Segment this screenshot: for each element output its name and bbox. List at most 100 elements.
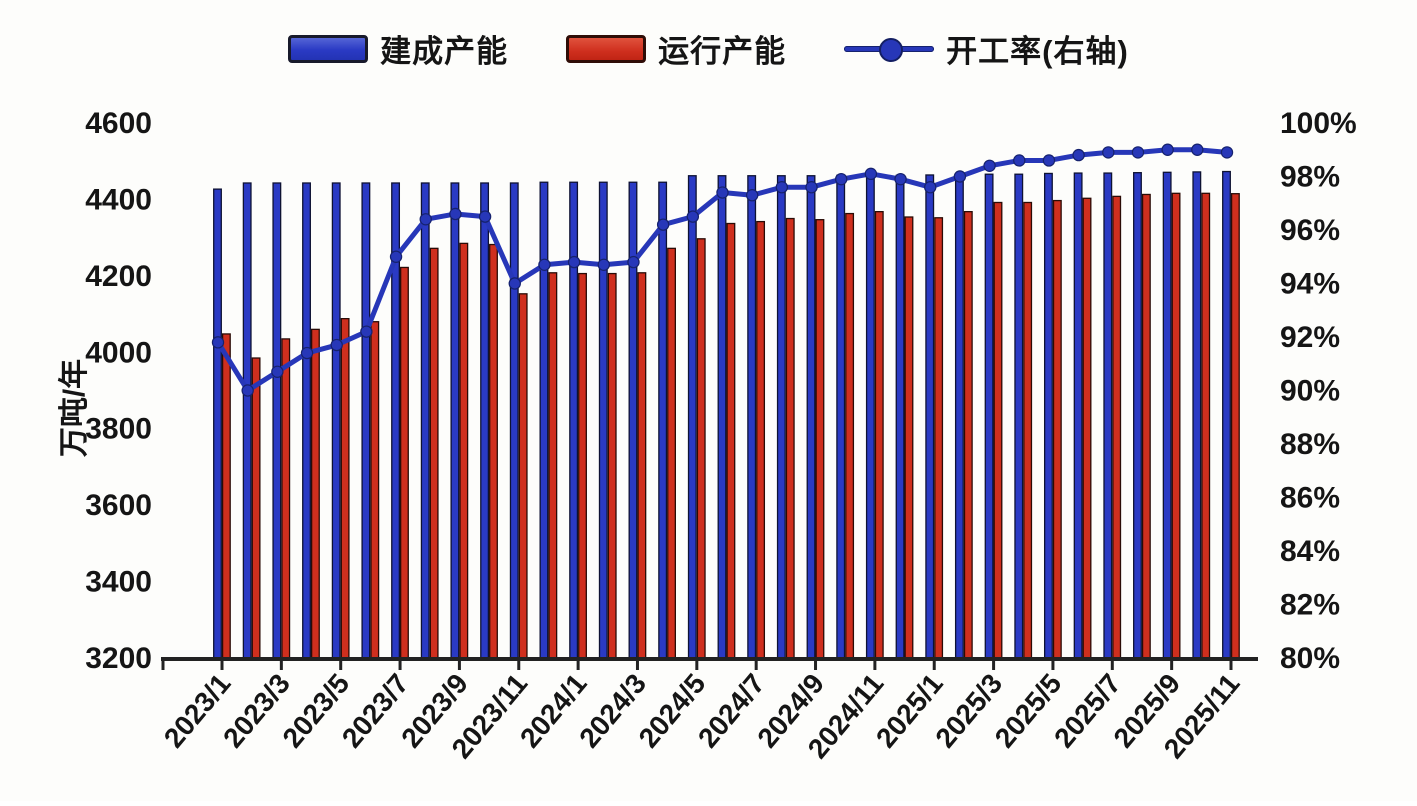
built-capacity-swatch-icon (288, 34, 369, 63)
bar-built-2025/8 (1133, 172, 1142, 659)
bar-operating-2024/7 (756, 220, 766, 659)
bar-operating-2024/1 (578, 272, 587, 659)
bar-operating-2024/5 (696, 238, 706, 659)
bar-built-2025/1 (925, 174, 935, 659)
bar-built-2025/2 (954, 174, 964, 659)
bar-operating-2025/2 (963, 211, 973, 659)
bar-built-2024/6 (717, 175, 727, 659)
bar-operating-2023/9 (459, 242, 469, 659)
operating-rate-point-2023/2 (241, 384, 254, 397)
operating-rate-point-2023/7 (389, 250, 403, 263)
bar-operating-2023/3 (281, 338, 291, 659)
bar-operating-2023/11 (518, 293, 528, 659)
y-axis-right-tick-label: 94% (1280, 268, 1340, 301)
bar-operating-2023/5 (340, 318, 350, 659)
bar-operating-2024/2 (607, 272, 617, 659)
bar-operating-2025/7 (1112, 195, 1122, 659)
operating-rate-point-2024/1 (567, 255, 581, 269)
bar-operating-2023/10 (489, 243, 498, 659)
operating-rate-point-2025/8 (1131, 146, 1145, 159)
bar-operating-2025/11 (1230, 193, 1240, 659)
bar-built-2024/7 (747, 175, 757, 659)
operating-rate-point-2025/1 (924, 180, 937, 194)
bar-built-2023/2 (242, 182, 252, 659)
bar-built-2024/3 (628, 181, 638, 659)
legend-label-operating: 运行产能 (658, 34, 787, 69)
y-axis-left-tick-label: 4000 (85, 336, 152, 369)
bar-operating-2025/4 (1023, 201, 1033, 659)
y-axis-right-tick-label: 86% (1280, 482, 1340, 515)
bar-operating-2024/3 (637, 272, 647, 659)
bar-built-2023/5 (331, 182, 341, 659)
bar-operating-2024/11 (874, 211, 884, 659)
operating-rate-point-2023/8 (419, 213, 432, 226)
bar-built-2024/2 (598, 181, 608, 659)
legend-label-rate: 开工率(右轴) (946, 34, 1129, 69)
operating-rate-point-2023/6 (360, 325, 373, 338)
bar-operating-2023/1 (221, 333, 231, 659)
bar-built-2025/3 (984, 173, 994, 659)
bar-built-2025/11 (1222, 170, 1231, 659)
operating-rate-point-2025/10 (1191, 143, 1204, 156)
bar-operating-2025/8 (1141, 193, 1151, 659)
operating-rate-point-2025/3 (983, 159, 996, 172)
operating-rate-point-2025/5 (1042, 154, 1056, 167)
y-axis-left-tick-label: 3400 (85, 566, 152, 599)
y-axis-right-tick-label: 88% (1280, 428, 1340, 461)
bar-operating-2025/9 (1171, 192, 1181, 659)
operating-rate-point-2025/11 (1220, 146, 1234, 159)
bar-built-2024/9 (806, 175, 816, 659)
legend-label-built: 建成产能 (380, 34, 509, 69)
y-axis-left-title: 万吨/年 (58, 359, 91, 457)
y-axis-left-tick-label: 4600 (85, 107, 152, 140)
operating-rate-point-2023/3 (271, 365, 284, 378)
y-axis-left-tick-label: 4400 (85, 183, 152, 216)
bar-operating-2024/12 (904, 216, 914, 659)
y-axis-right-tick-label: 82% (1280, 589, 1340, 622)
operating-rate-point-2024/2 (597, 258, 610, 271)
operating-capacity-swatch-icon (566, 34, 647, 63)
operating-rate-point-2025/7 (1102, 146, 1115, 159)
bar-operating-2025/3 (993, 201, 1003, 659)
y-axis-left-tick-label: 3600 (85, 489, 152, 522)
bar-operating-2024/6 (726, 222, 736, 659)
operating-rate-point-2024/7 (745, 189, 759, 202)
operating-rate-point-2024/9 (805, 180, 818, 194)
bar-built-2025/9 (1162, 171, 1172, 659)
y-axis-right-tick-label: 96% (1280, 214, 1340, 247)
bar-operating-2024/9 (815, 219, 825, 659)
bar-operating-2025/5 (1052, 199, 1062, 659)
operating-rate-point-2023/4 (300, 346, 314, 360)
y-axis-right-tick-label: 90% (1280, 375, 1340, 408)
y-axis-left-tick-label: 3800 (85, 413, 152, 446)
operating-rate-point-2023/12 (538, 258, 551, 271)
bar-built-2024/1 (569, 181, 579, 659)
y-axis-right-tick-label: 98% (1280, 161, 1340, 194)
bar-operating-2023/7 (400, 266, 409, 659)
bar-built-2023/12 (539, 181, 549, 659)
bar-operating-2025/6 (1082, 197, 1092, 659)
operating-rate-point-2023/5 (330, 338, 343, 352)
bar-operating-2025/1 (934, 217, 944, 659)
operating-rate-point-2023/11 (508, 277, 521, 290)
y-axis-left-tick-label: 4200 (85, 260, 152, 293)
operating-rate-point-2024/5 (686, 210, 700, 223)
operating-rate-line-swatch-icon (844, 37, 935, 62)
bar-operating-2023/6 (370, 321, 380, 659)
bar-built-2025/7 (1103, 172, 1113, 659)
operating-rate-point-2025/4 (1013, 154, 1026, 167)
bar-operating-2023/12 (548, 272, 558, 659)
operating-rate-point-2023/10 (478, 210, 492, 223)
bar-operating-2025/10 (1201, 192, 1211, 659)
bar-built-2023/11 (509, 182, 519, 659)
bar-built-2024/12 (895, 174, 905, 659)
bar-operating-2023/8 (429, 247, 439, 659)
legend-item-operating-rate: 开工率(右轴) (844, 26, 1129, 71)
bar-built-2024/8 (776, 175, 786, 659)
y-axis-right-tick-label: 92% (1280, 321, 1340, 354)
bar-operating-2024/8 (785, 217, 795, 659)
bar-operating-2023/2 (251, 357, 261, 659)
y-axis-right-tick-label: 84% (1280, 535, 1340, 568)
operating-rate-point-2024/10 (835, 172, 848, 186)
